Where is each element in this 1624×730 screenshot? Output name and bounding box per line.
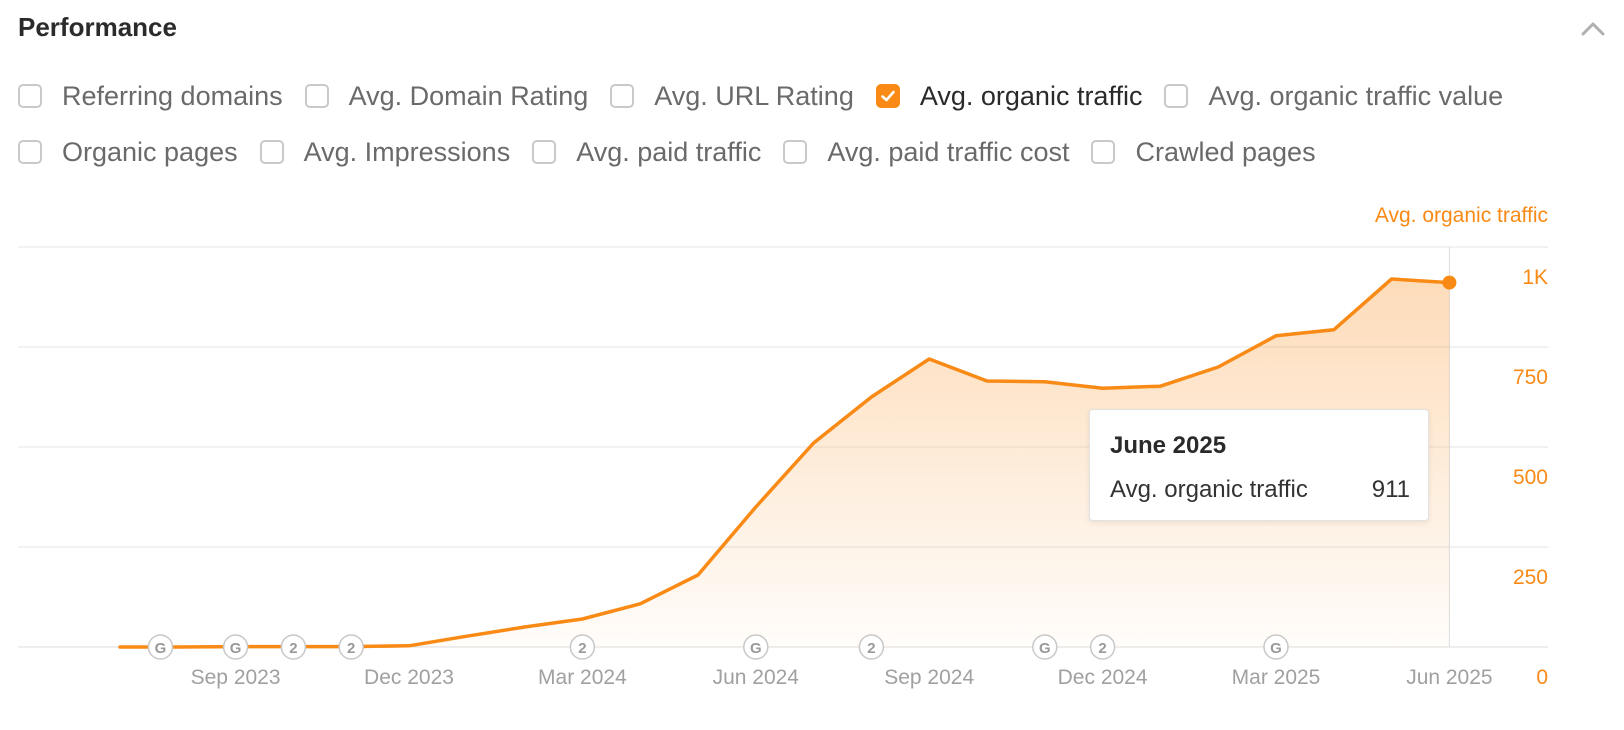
checkbox-label: Avg. Impressions xyxy=(303,136,511,167)
checkbox-label: Avg. paid traffic xyxy=(576,136,762,167)
checkbox-box[interactable] xyxy=(532,140,557,164)
marker-label: G xyxy=(750,640,762,657)
x-tick-label: Sep 2023 xyxy=(191,666,281,689)
x-tick-label: Dec 2024 xyxy=(1058,666,1148,689)
x-axis-labels: Sep 2023 Dec 2023 Mar 2024 Jun 2024 Sep 2024… xyxy=(191,666,1493,689)
google-update-marker[interactable]: G xyxy=(1032,634,1058,660)
google-update-marker[interactable]: G xyxy=(222,634,249,660)
marker-circle xyxy=(858,634,885,660)
version-marker[interactable]: 2 xyxy=(280,634,307,660)
checkbox-box[interactable] xyxy=(783,140,808,164)
collapse-button[interactable] xyxy=(1578,14,1608,44)
marker-circle xyxy=(222,634,249,660)
x-tick-label: Dec 2023 xyxy=(364,666,454,689)
checkbox-box[interactable] xyxy=(1091,140,1116,164)
version-marker[interactable]: 2 xyxy=(569,634,596,660)
marker-circle xyxy=(1032,634,1058,660)
x-tick-label: Jun 2025 xyxy=(1406,666,1492,689)
marker-circle xyxy=(338,634,364,660)
checkbox-organic-pages[interactable]: Organic pages xyxy=(18,137,238,168)
checkbox-box[interactable] xyxy=(259,140,284,164)
y-tick-label: 0 xyxy=(1536,666,1548,689)
marker-label: 2 xyxy=(1098,640,1106,657)
marker-label: G xyxy=(1039,640,1051,657)
x-tick-label: Jun 2024 xyxy=(713,666,800,689)
google-update-marker[interactable]: G xyxy=(743,634,769,660)
checkbox-label: Crawled pages xyxy=(1135,136,1316,167)
chevron-up-icon xyxy=(1581,22,1605,36)
tooltip-metric-label: Avg. organic traffic xyxy=(1110,476,1308,503)
y-tick-label: 1K xyxy=(1522,266,1548,289)
page-title: Performance xyxy=(18,12,177,42)
checkbox-avg-organic-traffic[interactable]: Avg. organic traffic xyxy=(875,80,1143,112)
filter-row-2: Organic pages Avg. Impressions Avg. paid… xyxy=(18,128,1338,176)
marker-label: 2 xyxy=(867,640,875,657)
checkbox-avg-paid-traffic-cost[interactable]: Avg. paid traffic cost xyxy=(783,137,1069,168)
y-tick-label: 250 xyxy=(1513,566,1548,589)
checkbox-referring-domains[interactable]: Referring domains xyxy=(18,81,283,112)
y-axis-labels: 0 250 500 750 1K xyxy=(1513,266,1548,689)
checkmark-icon xyxy=(881,90,895,102)
checkbox-label: Referring domains xyxy=(62,80,283,111)
update-markers: G G 2 2 2 G 2 G 2 G xyxy=(147,634,1289,660)
checkbox-avg-organic-traffic-value[interactable]: Avg. organic traffic value xyxy=(1164,81,1503,112)
marker-circle xyxy=(280,634,307,660)
chart-tooltip: June 2025 Avg. organic traffic 911 xyxy=(1089,409,1429,521)
filter-row-1: Referring domains Avg. Domain Rating Avg… xyxy=(18,72,1525,120)
marker-circle xyxy=(1089,634,1116,660)
version-marker[interactable]: 2 xyxy=(338,634,364,660)
x-tick-label: Sep 2024 xyxy=(884,666,974,689)
marker-label: 2 xyxy=(289,640,297,657)
checkbox-box[interactable] xyxy=(1164,84,1189,108)
x-tick-label: Mar 2024 xyxy=(538,666,627,689)
version-marker[interactable]: 2 xyxy=(1089,634,1116,660)
marker-label: G xyxy=(230,640,242,657)
marker-label: 2 xyxy=(578,640,586,657)
google-update-marker[interactable]: G xyxy=(1263,634,1289,660)
checkbox-label: Avg. organic traffic value xyxy=(1208,80,1504,111)
checkbox-box[interactable] xyxy=(18,84,42,108)
marker-label: 2 xyxy=(347,640,355,657)
tooltip-metric-value: 911 xyxy=(1371,476,1410,503)
performance-header: Performance xyxy=(18,8,1608,48)
traffic-area xyxy=(120,279,1450,647)
checkbox-avg-paid-traffic[interactable]: Avg. paid traffic xyxy=(532,137,761,168)
marker-circle xyxy=(1263,634,1289,660)
checkbox-avg-url-rating[interactable]: Avg. URL Rating xyxy=(610,81,854,112)
checkbox-label: Avg. Domain Rating xyxy=(348,80,589,111)
checkbox-box[interactable] xyxy=(875,84,900,108)
marker-label: G xyxy=(155,640,167,657)
y-axis-title: Avg. organic traffic xyxy=(1375,204,1548,227)
x-tick-label: Mar 2025 xyxy=(1232,666,1321,689)
highlighted-point[interactable] xyxy=(1442,275,1457,290)
checkbox-label: Organic pages xyxy=(62,136,238,167)
y-tick-label: 500 xyxy=(1513,466,1548,489)
checkbox-label: Avg. paid traffic cost xyxy=(827,136,1070,167)
google-update-marker[interactable]: G xyxy=(147,634,174,660)
tooltip-title: June 2025 xyxy=(1110,432,1227,459)
checkbox-box[interactable] xyxy=(610,84,635,108)
y-tick-label: 750 xyxy=(1513,366,1548,389)
marker-circle xyxy=(743,634,769,660)
checkbox-avg-impressions[interactable]: Avg. Impressions xyxy=(259,136,511,168)
checkbox-box[interactable] xyxy=(304,84,329,108)
organic-traffic-chart[interactable]: Avg. organic traffic 0 250 500 750 1K Sep 20… xyxy=(0,190,1624,730)
version-marker[interactable]: 2 xyxy=(858,634,885,660)
checkbox-label: Avg. organic traffic xyxy=(919,80,1143,111)
marker-label: G xyxy=(1270,640,1282,657)
marker-circle xyxy=(147,634,174,660)
checkbox-label: Avg. URL Rating xyxy=(654,80,854,111)
checkbox-box[interactable] xyxy=(18,140,42,164)
checkbox-avg-domain-rating[interactable]: Avg. Domain Rating xyxy=(304,80,589,112)
marker-circle xyxy=(569,634,596,660)
checkbox-crawled-pages[interactable]: Crawled pages xyxy=(1091,136,1316,168)
